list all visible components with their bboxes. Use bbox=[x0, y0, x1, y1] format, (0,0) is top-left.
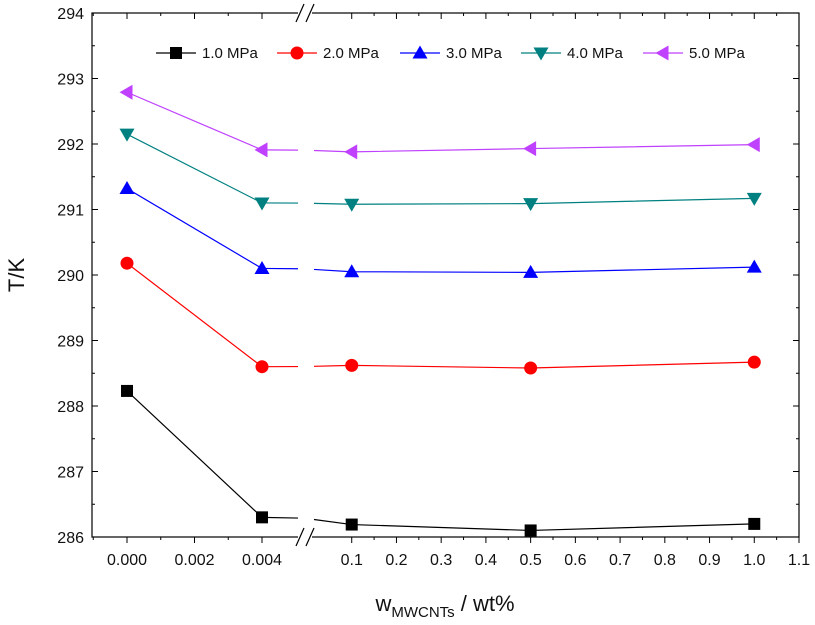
series-line-segment1 bbox=[126, 133, 263, 204]
series-line-segment1 bbox=[126, 188, 263, 269]
x-axis-break-top bbox=[295, 3, 315, 23]
series-line-segment2 bbox=[313, 144, 755, 153]
y-tick-label: 294 bbox=[57, 6, 84, 23]
y-tick-label: 287 bbox=[57, 465, 84, 482]
marker-circle bbox=[747, 355, 761, 369]
x-tick-label: 0.000 bbox=[107, 552, 147, 569]
marker-triangle-left bbox=[254, 142, 268, 158]
y-tick-label: 290 bbox=[57, 268, 84, 285]
marker-triangle-up bbox=[523, 264, 539, 278]
marker-square bbox=[121, 384, 133, 397]
x-tick-label: 0.4 bbox=[475, 552, 497, 569]
x-axis-break-bottom bbox=[295, 527, 315, 547]
series-line-segment1 bbox=[126, 390, 263, 518]
y-axis-label: T/K bbox=[4, 258, 29, 293]
marker-square bbox=[170, 47, 182, 59]
x-tick-label: 0.1 bbox=[341, 552, 363, 569]
legend: 1.0 MPa 2.0 MPa 3.0 MPa 4.0 MPa 5.0 MPa bbox=[156, 45, 746, 62]
x-tick-label: 0.3 bbox=[430, 552, 452, 569]
marker-triangle-left bbox=[119, 84, 133, 100]
axis-break-slash bbox=[305, 3, 315, 23]
marker-circle bbox=[524, 361, 538, 375]
marker-triangle-down bbox=[344, 198, 360, 212]
legend-label: 4.0 MPa bbox=[567, 45, 624, 62]
x-axis-label-main: w bbox=[374, 591, 391, 616]
x-axis-label-sub: MWCNTs bbox=[391, 604, 454, 621]
series-3-0-mpa bbox=[119, 181, 762, 278]
y-axis-ticks: 286 287 288 289 290 291 292 293 294 bbox=[57, 6, 799, 547]
y-tick-label: 286 bbox=[57, 530, 84, 547]
x-tick-label: 0.004 bbox=[242, 552, 282, 569]
marker-triangle-up bbox=[344, 264, 360, 278]
series-1-0-mpa bbox=[121, 384, 761, 537]
marker-circle bbox=[345, 358, 359, 372]
series-line-segment2 bbox=[313, 361, 755, 369]
marker-triangle-down bbox=[523, 198, 539, 212]
x-tick-label: 0.002 bbox=[174, 552, 214, 569]
legend-label: 5.0 MPa bbox=[689, 45, 746, 62]
legend-item: 4.0 MPa bbox=[521, 45, 624, 62]
marker-triangle-up bbox=[746, 259, 762, 273]
marker-square bbox=[256, 511, 268, 524]
series-4-0-mpa bbox=[119, 128, 762, 212]
legend-label: 3.0 MPa bbox=[446, 45, 503, 62]
x-tick-label: 0.2 bbox=[385, 552, 407, 569]
marker-triangle-up bbox=[412, 45, 428, 59]
x-tick-label: 0.8 bbox=[654, 552, 676, 569]
x-axis-label-suffix: / wt% bbox=[455, 591, 515, 616]
x-tick-label: 0.7 bbox=[609, 552, 631, 569]
series-line-segment2 bbox=[313, 197, 755, 205]
legend-item: 1.0 MPa bbox=[156, 45, 259, 62]
plot-frame bbox=[91, 12, 800, 538]
marker-triangle-left bbox=[746, 137, 760, 153]
series-line-segment2 bbox=[313, 266, 755, 273]
marker-square bbox=[524, 524, 537, 537]
axis-break-slash bbox=[295, 3, 305, 23]
y-tick-label: 288 bbox=[57, 399, 84, 416]
marker-triangle-down bbox=[254, 197, 270, 211]
axis-break-gap bbox=[298, 534, 312, 540]
axis-break-gap bbox=[298, 10, 312, 16]
marker-circle bbox=[290, 46, 304, 60]
marker-triangle-up bbox=[119, 181, 135, 195]
x-tick-label: 0.5 bbox=[520, 552, 542, 569]
marker-triangle-down bbox=[746, 192, 762, 206]
legend-label: 1.0 MPa bbox=[202, 45, 259, 62]
marker-circle bbox=[255, 360, 269, 374]
marker-triangle-down bbox=[533, 47, 549, 61]
series-line-segment1 bbox=[126, 262, 263, 368]
legend-item: 5.0 MPa bbox=[643, 45, 746, 62]
series-layer bbox=[119, 84, 762, 537]
x-axis-ticks: 0.000 0.002 0.004 0.1 0.2 0.3 0.4 0.5 0.6 0.7 0.8 0… bbox=[92, 3, 810, 569]
series-line-segment1 bbox=[126, 91, 263, 151]
marker-triangle-left bbox=[655, 45, 669, 61]
axis-break-slash bbox=[295, 527, 305, 547]
y-tick-label: 289 bbox=[57, 334, 84, 351]
marker-triangle-left bbox=[344, 144, 358, 160]
x-tick-label: 1.1 bbox=[788, 552, 810, 569]
marker-circle bbox=[120, 256, 134, 270]
marker-square bbox=[748, 517, 761, 530]
legend-item: 3.0 MPa bbox=[400, 45, 503, 62]
axis-break-slash bbox=[305, 527, 315, 547]
marker-triangle-left bbox=[523, 141, 537, 157]
x-tick-label: 1.0 bbox=[743, 552, 765, 569]
x-axis-label: wMWCNTs / wt% bbox=[374, 591, 514, 621]
series-line-segment2 bbox=[313, 518, 755, 532]
y-tick-label: 293 bbox=[57, 72, 84, 89]
marker-triangle-up bbox=[254, 260, 270, 274]
x-tick-label: 0.9 bbox=[698, 552, 720, 569]
y-tick-label: 292 bbox=[57, 137, 84, 154]
marker-square bbox=[345, 518, 358, 531]
marker-triangle-down bbox=[119, 128, 135, 142]
legend-label: 2.0 MPa bbox=[323, 45, 380, 62]
y-tick-label: 291 bbox=[57, 203, 84, 220]
series-5-0-mpa bbox=[119, 84, 760, 160]
legend-item: 2.0 MPa bbox=[277, 45, 380, 62]
x-tick-label: 0.6 bbox=[564, 552, 586, 569]
series-2-0-mpa bbox=[120, 256, 761, 375]
